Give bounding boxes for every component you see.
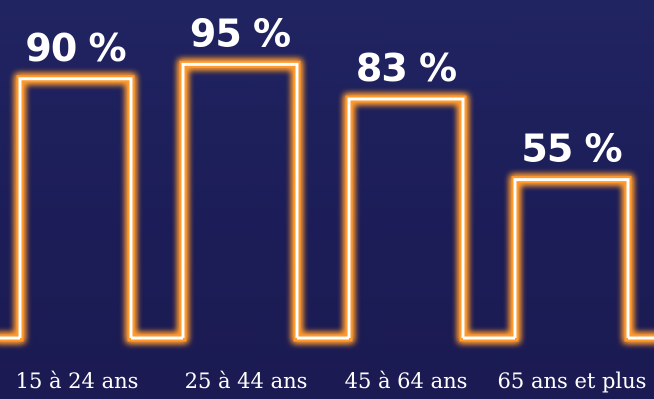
category-label: 65 ans et plus xyxy=(498,369,647,393)
bar-outline-halo xyxy=(0,60,654,342)
bar-2 xyxy=(181,62,299,338)
category-label: 15 à 24 ans xyxy=(16,369,139,393)
category-label-group: 15 à 24 ans 25 à 44 ans 45 à 64 ans 65 ans … xyxy=(16,369,647,393)
data-label: 95 % xyxy=(190,11,290,55)
bar-outline-glow xyxy=(0,59,654,343)
data-label: 90 % xyxy=(25,26,125,70)
category-label: 45 à 64 ans xyxy=(345,369,468,393)
bar-3 xyxy=(347,97,465,338)
data-label: 83 % xyxy=(356,46,456,90)
bar-outline-group xyxy=(0,59,654,343)
bar-4 xyxy=(513,178,630,338)
data-label: 55 % xyxy=(521,127,621,171)
bar-1 xyxy=(18,77,133,338)
category-label: 25 à 44 ans xyxy=(185,369,308,393)
data-label-group: 90 % 95 % 83 % 55 % xyxy=(25,11,622,171)
